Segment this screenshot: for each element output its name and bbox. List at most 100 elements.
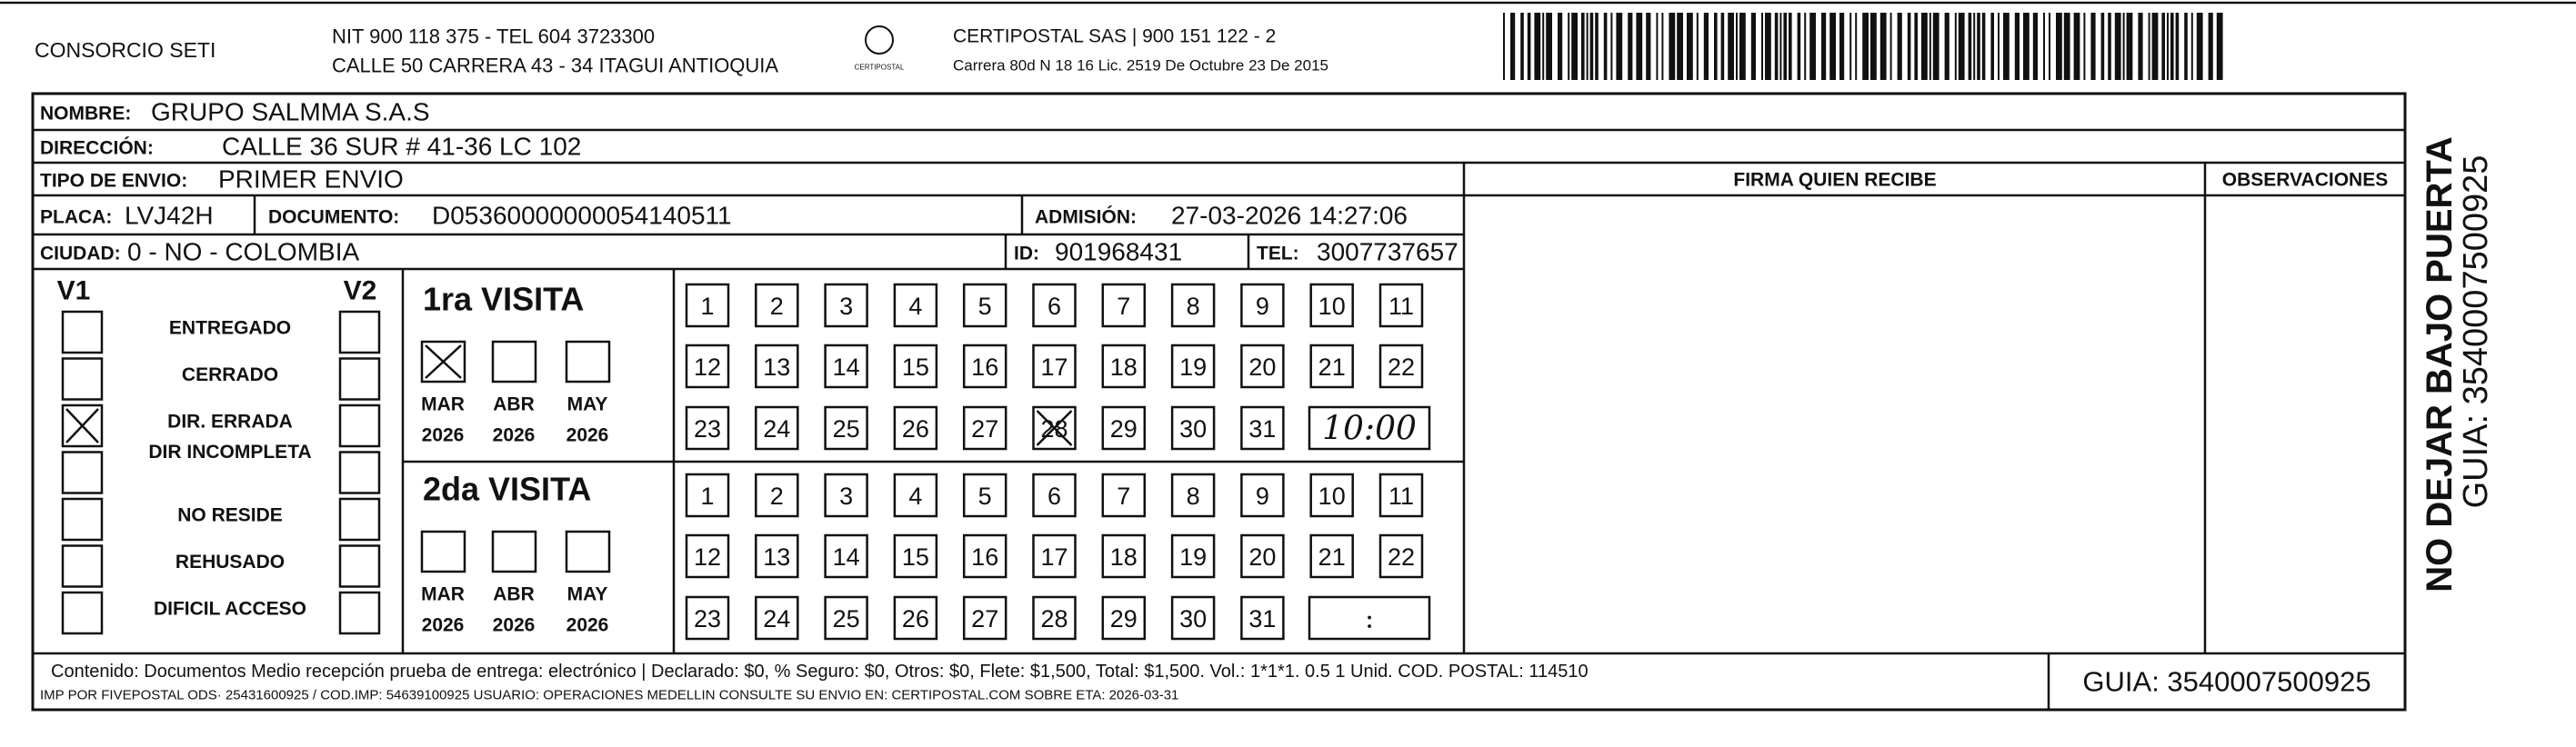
barcode-bar	[2083, 13, 2086, 80]
month-label: MAR	[421, 584, 465, 605]
barcode-bar	[1696, 13, 1699, 80]
day-number: 3	[839, 483, 853, 510]
barcode-bar	[1879, 13, 1887, 80]
day-number: 7	[1117, 483, 1130, 510]
year-label: 2026	[493, 425, 536, 446]
day-number: 1	[700, 483, 714, 510]
v2-checkbox	[338, 591, 381, 635]
month-checkbox	[565, 340, 611, 383]
barcode-bar	[2049, 13, 2050, 80]
day-number: 21	[1318, 543, 1346, 571]
barcode-bar	[2175, 13, 2180, 80]
barcode-bar	[1998, 13, 2000, 80]
barcode	[1503, 13, 2223, 80]
day-number: 15	[902, 543, 929, 571]
day-box	[1101, 283, 1147, 328]
logo-text: CERTIPOSTAL	[855, 64, 905, 72]
barcode-bar	[1728, 13, 1734, 80]
day-number: 24	[763, 415, 790, 443]
barcode-bar	[1958, 13, 1965, 80]
barcode-bar	[1809, 13, 1816, 80]
day-number: 10	[1318, 483, 1346, 510]
barcode-bar	[1990, 13, 1994, 80]
barcode-bar	[1889, 13, 1892, 80]
year-label: 2026	[566, 425, 609, 446]
barcode-bar	[2014, 13, 2020, 80]
barcode-bar	[2167, 13, 2169, 80]
barcode-bar	[1855, 13, 1858, 80]
side-guide: GUIA: 3540007500925	[2457, 155, 2495, 509]
day-number: 28	[1040, 605, 1067, 632]
day-box	[755, 533, 799, 579]
day-box	[1378, 473, 1424, 518]
day-box	[893, 533, 938, 579]
field-label: ADMISIÓN:	[1035, 206, 1137, 228]
day-box	[1309, 473, 1354, 518]
day-box	[962, 595, 1007, 641]
field-value: CALLE 36 SUR # 41-36 LC 102	[222, 133, 581, 161]
day-box	[1032, 344, 1077, 389]
day-box	[1240, 595, 1285, 641]
barcode-bar	[2196, 13, 2203, 80]
day-box	[893, 283, 938, 328]
barcode-bar	[1944, 13, 1950, 80]
v1-checkbox	[61, 591, 104, 635]
barcode-bar	[1829, 13, 1836, 80]
day-box	[1309, 283, 1354, 328]
v2-checkbox	[338, 357, 381, 401]
day-box	[962, 473, 1007, 518]
barcode-bar	[1646, 13, 1651, 80]
barcode-bar	[1636, 13, 1643, 80]
day-number: 30	[1179, 605, 1207, 632]
day-number: 4	[908, 293, 922, 320]
day-number: 6	[1047, 293, 1061, 320]
month-label: MAY	[567, 584, 608, 605]
day-box	[1101, 405, 1147, 451]
day-box	[1309, 533, 1354, 579]
carrier-address: Carrera 80d N 18 16 Lic. 2519 De Octubre…	[953, 57, 1328, 75]
barcode-bar	[2043, 13, 2045, 80]
time: 10:00	[1322, 411, 1417, 448]
v1-header: V1	[57, 276, 91, 306]
field-value: D05360000000054140511	[432, 202, 732, 230]
field-label: NOMBRE:	[40, 104, 131, 124]
v1-checkbox	[61, 451, 104, 494]
barcode-bar	[2100, 13, 2105, 80]
day-number: 21	[1318, 354, 1346, 381]
day-number: 29	[1110, 605, 1138, 632]
day-box	[685, 344, 730, 389]
field-label: TIPO DE ENVIO:	[40, 171, 187, 192]
day-number: 25	[833, 415, 860, 443]
day-number: 31	[1248, 415, 1276, 443]
day-number: 12	[694, 543, 721, 571]
barcode-bar	[1546, 13, 1552, 80]
barcode-bar	[1736, 13, 1738, 80]
logo-icon	[865, 25, 894, 55]
day-box	[1170, 283, 1216, 328]
day-box	[1170, 344, 1216, 389]
month-checkbox	[420, 530, 466, 573]
day-box	[893, 595, 938, 641]
day-number: 7	[1117, 293, 1130, 320]
day-box	[893, 473, 938, 518]
day-box	[755, 344, 799, 389]
month-checkbox	[491, 530, 537, 573]
day-box	[755, 473, 799, 518]
day-number: 17	[1040, 354, 1067, 381]
time-box	[1308, 595, 1431, 641]
barcode-bar	[1703, 13, 1709, 80]
barcode-bar	[1527, 13, 1531, 80]
month-label: MAR	[421, 394, 465, 415]
day-number: 13	[763, 543, 790, 571]
visit-title: 1ra VISITA	[423, 281, 584, 318]
barcode-bar	[1977, 13, 1980, 80]
check-mark	[65, 408, 99, 443]
barcode-bar	[2208, 13, 2213, 80]
barcode-bar	[2073, 13, 2080, 80]
day-box	[962, 283, 1007, 328]
day-box	[824, 473, 868, 518]
status-label: ENTREGADO	[169, 318, 291, 339]
v1-checkbox	[61, 357, 104, 401]
day-box	[1032, 283, 1077, 328]
